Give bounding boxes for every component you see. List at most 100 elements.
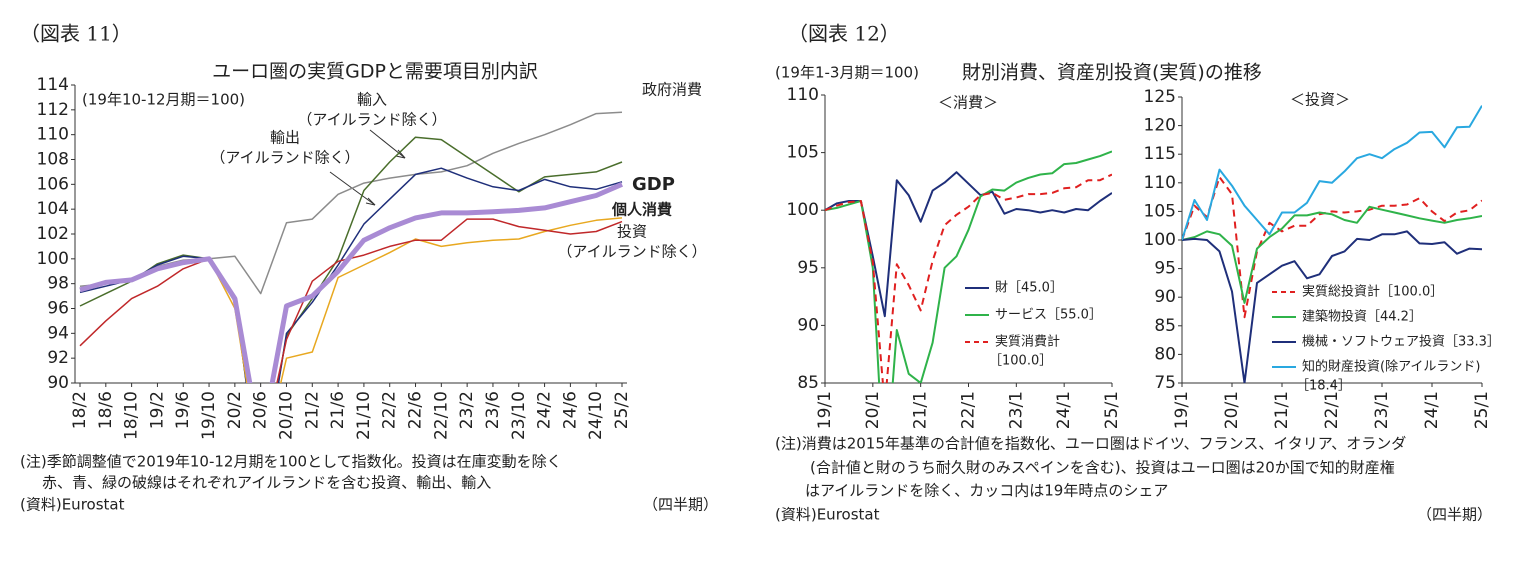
- panel-title: ＜投資＞: [1290, 91, 1350, 109]
- x-tick-label: 18/10: [122, 391, 142, 440]
- series-line: [79, 182, 623, 383]
- y-tick-label: 92: [47, 348, 69, 368]
- x-tick-label: 21/2: [302, 391, 322, 429]
- x-tick-label: 21/6: [328, 391, 348, 429]
- x-tick-label: 24/10: [586, 391, 606, 440]
- x-tick-label: 23/10: [509, 391, 529, 440]
- y-tick-label: 90: [1154, 287, 1176, 307]
- x-tick-label: 24/6: [560, 391, 580, 429]
- panel-title: ＜消費＞: [938, 94, 998, 112]
- x-tick-label: 22/6: [406, 391, 426, 429]
- plot-area: [825, 150, 1112, 383]
- x-tick-label: 18/2: [70, 391, 90, 429]
- y-tick-label: 110: [37, 125, 69, 145]
- series-label: 輸入: [357, 91, 387, 109]
- series-label: （アイルランド除く）: [557, 243, 706, 261]
- series-line: [825, 150, 1112, 383]
- chart-title: 財別消費、資産別投資(実質)の推移: [962, 62, 1262, 84]
- series-line: [1182, 176, 1482, 319]
- legend-label: 建築物投資［44.2］: [1302, 309, 1422, 325]
- y-tick-label: 110: [787, 85, 819, 105]
- x-tick-label: 24/2: [535, 391, 555, 429]
- y-tick-label: 106: [37, 174, 69, 194]
- y-tick-label: 125: [1144, 87, 1176, 107]
- series-line: [825, 173, 1112, 383]
- y-tick-label: 115: [1144, 144, 1176, 164]
- x-tick-label: 19/1: [815, 391, 835, 429]
- series-label: （アイルランド除く）: [210, 149, 359, 167]
- x-tick-label: 25/1: [1472, 391, 1492, 429]
- series-label: 投資: [617, 223, 647, 241]
- y-tick-label: 80: [1154, 344, 1176, 364]
- x-tick-label: 23/2: [457, 391, 477, 429]
- x-tick-label: 22/1: [1322, 391, 1342, 429]
- chart-subtitle: (19年10-12月期＝100): [82, 91, 245, 109]
- series-label: GDP: [632, 174, 675, 195]
- note: (合計値と財のうち耐久財のみスペインを含む)、投資はユーロ圏は20か国で知的財産…: [810, 459, 1395, 477]
- y-tick-label: 108: [37, 150, 69, 170]
- y-tick-label: 90: [47, 373, 69, 393]
- x-tick-label: 18/6: [96, 391, 116, 429]
- legend-label: 財［45.0］: [995, 281, 1063, 296]
- series-line: [825, 171, 1112, 318]
- x-tick-label: 19/6: [173, 391, 193, 429]
- period: （四半期）: [1417, 506, 1492, 524]
- source: (資料)Eurostat: [20, 496, 125, 514]
- series-line: [79, 167, 623, 383]
- y-tick-label: 105: [787, 143, 819, 163]
- y-tick-label: 102: [37, 224, 69, 244]
- y-tick-label: 120: [1144, 116, 1176, 136]
- x-tick-label: 23/1: [1006, 391, 1026, 429]
- x-tick-label: 19/10: [199, 391, 219, 440]
- x-tick-label: 25/1: [1102, 391, 1122, 429]
- x-tick-label: 20/6: [251, 391, 271, 429]
- x-tick-label: 20/1: [863, 391, 883, 429]
- y-tick-label: 110: [1144, 173, 1176, 193]
- legend-label: 知的財産投資(除アイルランド): [1302, 359, 1481, 375]
- note: 赤、青、緑の破線はそれぞれアイルランドを含む投資、輸出、輸入: [42, 474, 491, 492]
- series-label: 政府消費: [642, 81, 702, 99]
- legend-label: 機械・ソフトウェア投資［33.3］: [1302, 334, 1500, 350]
- y-tick-label: 98: [47, 274, 69, 294]
- y-tick-label: 94: [47, 323, 69, 343]
- legend-label: ［18.4］: [1296, 379, 1351, 394]
- legend-label: 実質消費計: [995, 334, 1060, 350]
- x-tick-label: 22/10: [431, 391, 451, 440]
- y-tick-label: 96: [47, 299, 69, 319]
- x-tick-label: 19/1: [1172, 391, 1192, 429]
- x-tick-label: 25/2: [612, 391, 632, 429]
- series-line: [1182, 105, 1482, 241]
- y-tick-label: 100: [1144, 230, 1176, 250]
- plot-area: [1182, 105, 1482, 383]
- chart-title: ユーロ圏の実質GDPと需要項目別内訳: [212, 61, 538, 83]
- x-tick-label: 24/1: [1422, 391, 1442, 429]
- y-tick-label: 75: [1154, 373, 1176, 393]
- note: (注)消費は2015年基準の合計値を指数化、ユーロ圏はドイツ、フランス、イタリア…: [775, 435, 1406, 453]
- note: (注)季節調整値で2019年10-12月期を100として指数化。投資は在庫変動を…: [20, 453, 562, 471]
- legend-label: サービス［55.0］: [995, 308, 1102, 323]
- figure-label: （図表 12）: [788, 22, 900, 46]
- y-tick-label: 95: [797, 258, 819, 278]
- x-tick-label: 24/1: [1054, 391, 1074, 429]
- y-tick-label: 100: [787, 200, 819, 220]
- period: （四半期）: [643, 496, 718, 514]
- x-tick-label: 20/2: [225, 391, 245, 429]
- y-tick-label: 95: [1154, 259, 1176, 279]
- x-tick-label: 23/6: [483, 391, 503, 429]
- chart-subtitle: (19年1-3月期＝100): [775, 64, 919, 82]
- y-tick-label: 105: [1144, 201, 1176, 221]
- y-tick-label: 90: [797, 315, 819, 335]
- x-tick-label: 20/10: [276, 391, 296, 440]
- legend-label: ［100.0］: [989, 354, 1052, 369]
- y-tick-label: 100: [37, 249, 69, 269]
- legend-label: 実質総投資計［100.0］: [1302, 284, 1443, 300]
- x-tick-label: 21/10: [354, 391, 374, 440]
- y-tick-label: 104: [37, 199, 69, 219]
- y-tick-label: 85: [1154, 316, 1176, 336]
- x-tick-label: 21/1: [1272, 391, 1292, 429]
- series-label: （アイルランド除く）: [297, 111, 446, 129]
- x-tick-label: 22/2: [380, 391, 400, 429]
- x-tick-label: 23/1: [1372, 391, 1392, 429]
- figure-label: （図表 11）: [20, 22, 132, 46]
